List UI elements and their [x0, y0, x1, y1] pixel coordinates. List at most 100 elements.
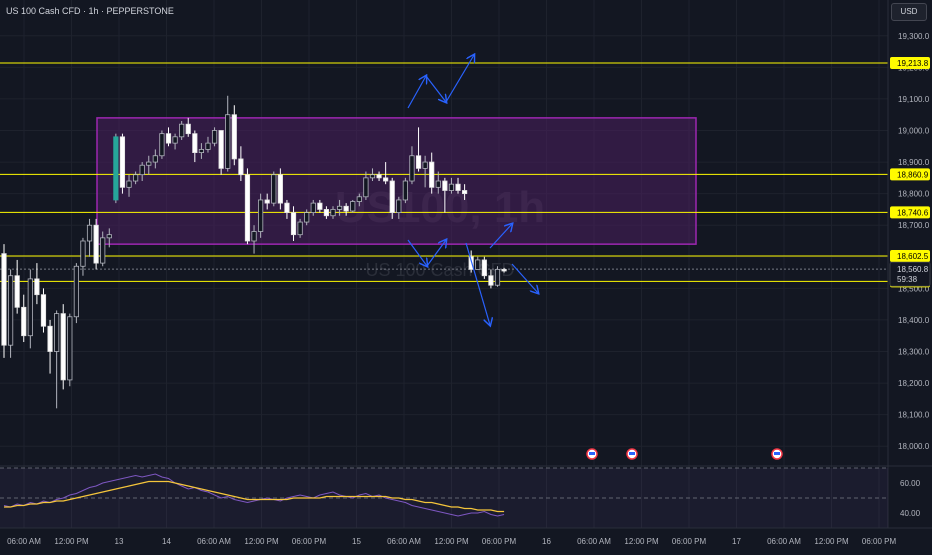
candle: [132, 171, 139, 185]
candle: [336, 199, 343, 216]
candle: [139, 162, 145, 182]
symbol-title[interactable]: US 100 Cash CFD · 1h · PEPPERSTONE: [6, 6, 174, 16]
candle: [119, 133, 126, 194]
candle-body: [225, 114, 231, 169]
candle-body: [86, 224, 93, 242]
candle: [21, 294, 27, 343]
candle: [146, 155, 152, 175]
candle: [429, 152, 435, 194]
time-tick-label: 06:00 AM: [767, 537, 801, 546]
time-tick-label: 12:00 PM: [54, 537, 89, 546]
candle: [422, 155, 428, 188]
time-tick-label: 12:00 PM: [244, 537, 279, 546]
candle-body: [67, 316, 73, 381]
candle-body: [139, 164, 145, 176]
candle: [27, 269, 33, 349]
candle: [225, 95, 231, 172]
candle: [435, 171, 441, 194]
candle-body: [100, 237, 106, 264]
candle: [86, 218, 93, 257]
candle: [126, 174, 132, 197]
candle-body: [1, 253, 7, 346]
candle-body: [304, 212, 310, 223]
candle-body: [7, 275, 14, 346]
candle-body: [277, 174, 283, 204]
candle-body: [409, 155, 415, 182]
candle-body: [336, 205, 343, 210]
time-tick-label: 06:00 PM: [482, 537, 517, 546]
candle-body: [461, 190, 468, 195]
candle-body: [119, 136, 126, 188]
candle-body: [402, 180, 408, 201]
candle: [159, 130, 165, 159]
candle: [304, 209, 310, 226]
price-tick-label: 18,300.0: [898, 348, 930, 357]
projection-arrow: [465, 242, 490, 325]
candle-body: [376, 174, 382, 179]
candle: [205, 136, 211, 153]
candle-body: [218, 130, 224, 169]
candle-body: [54, 313, 60, 352]
projection-arrow: [407, 239, 427, 266]
candle: [481, 256, 487, 279]
candle: [488, 269, 494, 289]
candle: [113, 133, 119, 204]
candle: [67, 313, 73, 387]
candle-body: [323, 209, 330, 217]
candle: [396, 196, 402, 219]
candle-body: [73, 265, 79, 318]
price-tick-label: 18,100.0: [898, 411, 930, 420]
candle: [389, 177, 395, 219]
level-label-bg: [890, 206, 930, 219]
candle: [461, 184, 468, 200]
event-flag-icon: [586, 448, 598, 460]
candle: [60, 304, 66, 390]
candle: [251, 225, 257, 254]
candle-body: [343, 205, 349, 212]
candle: [238, 146, 244, 182]
candle-body: [198, 149, 204, 153]
candle-body: [297, 221, 303, 236]
candle: [54, 310, 60, 409]
candle: [179, 121, 185, 140]
time-tick-label: 06:00 AM: [197, 537, 231, 546]
candle: [73, 263, 79, 324]
price-tick-label: 19,100.0: [898, 95, 930, 104]
candle-body: [356, 196, 362, 202]
candle-body: [14, 275, 20, 308]
candle-body: [47, 325, 53, 352]
level-label-bg: [890, 57, 930, 70]
time-tick-label: 14: [162, 537, 171, 546]
time-tick-label: 06:00 PM: [292, 537, 327, 546]
candle: [369, 168, 376, 182]
time-tick-label: 15: [352, 537, 361, 546]
candle-body: [40, 294, 47, 327]
time-tick-label: 12:00 PM: [624, 537, 659, 546]
price-tick-label: 18,400.0: [898, 316, 930, 325]
candle-body: [172, 136, 178, 144]
candle-body: [205, 142, 211, 150]
candle: [40, 288, 47, 333]
candle: [455, 177, 461, 194]
level-label-bg: [890, 168, 930, 181]
time-tick-label: 16: [542, 537, 551, 546]
projection-arrow: [511, 263, 538, 293]
time-tick-label: 06:00 AM: [7, 537, 41, 546]
candle-body: [165, 133, 172, 144]
event-flag-stripe: [774, 452, 780, 455]
candle-body: [363, 177, 369, 198]
candle-body: [383, 177, 389, 182]
candle-body: [284, 202, 290, 213]
level-label-bg: [890, 249, 930, 262]
current-price-bg: [889, 261, 931, 287]
time-tick-label: 06:00 PM: [672, 537, 707, 546]
currency-button[interactable]: USD: [891, 3, 927, 21]
candle-body: [238, 158, 244, 176]
rsi-ma-line: [4, 480, 505, 513]
candle-body: [185, 123, 191, 135]
candle-body: [93, 224, 99, 264]
candle-body: [152, 155, 158, 163]
candle: [356, 193, 362, 207]
